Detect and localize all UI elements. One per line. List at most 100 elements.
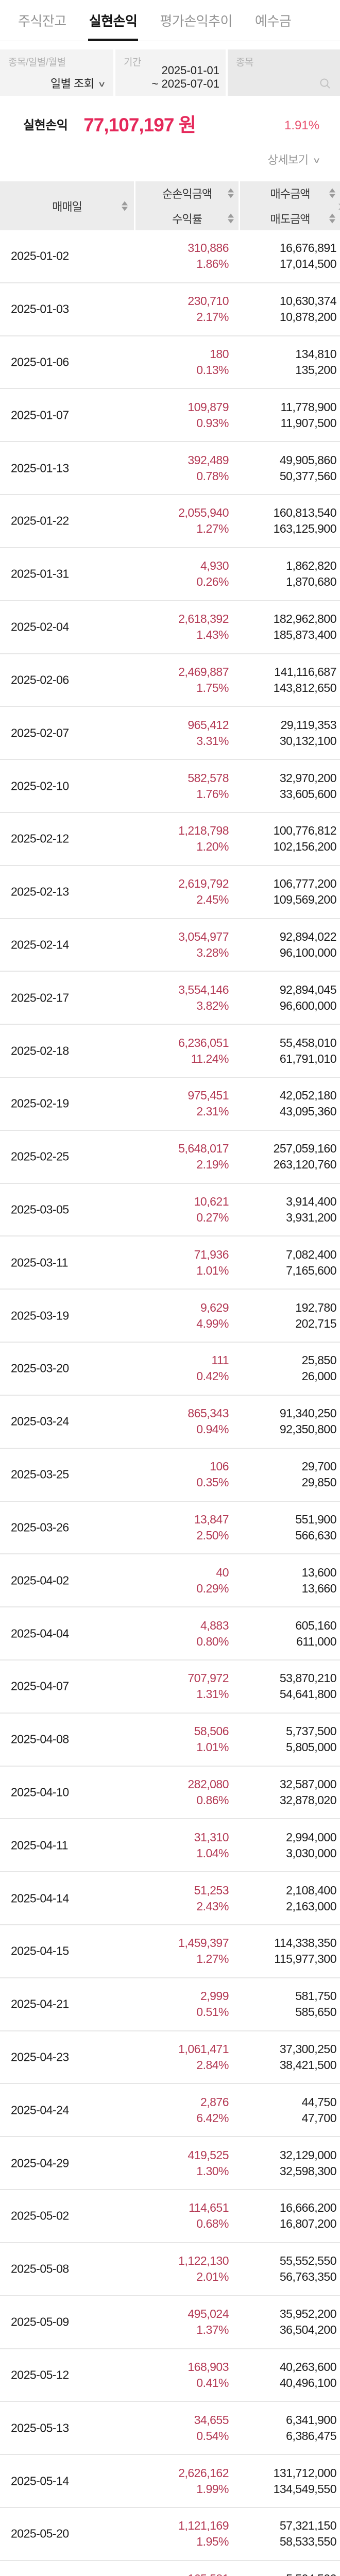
row-amount-cell: 5,737,500 5,805,000 xyxy=(286,1723,336,1755)
row-return-rate: 4.99% xyxy=(196,1316,229,1330)
row-trade-date: 2025-02-18 xyxy=(11,1044,69,1058)
row-net-profit: 34,655 xyxy=(194,2413,229,2427)
row-buy-amount: 192,780 xyxy=(295,1300,336,1314)
row-pnl-cell: 310,886 1.86% xyxy=(188,240,229,272)
row-amount-cell: 114,338,350 115,977,300 xyxy=(274,1935,336,1967)
row-return-rate: 0.86% xyxy=(196,1793,229,1807)
tab-stock-balance[interactable]: 주식잔고 xyxy=(18,13,66,29)
row-pnl-cell: 2,876 6.42% xyxy=(196,2094,229,2126)
header-trade-date[interactable]: 매매일 xyxy=(0,181,134,230)
row-buy-amount: 11,778,900 xyxy=(280,400,337,414)
header-return-rate-label: 수익률 xyxy=(172,213,202,226)
row-return-rate: 1.04% xyxy=(196,1846,229,1860)
row-return-rate: 2.19% xyxy=(196,1158,229,1172)
table-row: 2025-02-04 2,618,392 1.43% 182,962,800 1… xyxy=(0,601,340,654)
row-net-profit: 419,525 xyxy=(188,2148,229,2162)
row-return-rate: 1.43% xyxy=(196,628,229,642)
table-row: 2025-04-23 1,061,471 2.84% 37,300,250 38… xyxy=(0,2031,340,2084)
row-sell-amount: 29,850 xyxy=(301,1476,337,1489)
row-amount-cell: 605,160 611,000 xyxy=(295,1618,336,1650)
row-return-rate: 1.27% xyxy=(196,522,229,536)
summary-rate: 1.91% xyxy=(284,118,320,132)
row-trade-date: 2025-04-21 xyxy=(11,1997,69,2011)
sort-icon xyxy=(329,188,335,198)
row-return-rate: 0.51% xyxy=(196,2005,229,2019)
row-pnl-cell: 1,122,130 2.01% xyxy=(178,2253,229,2285)
row-amount-cell: 55,552,550 56,763,350 xyxy=(280,2253,337,2285)
row-trade-date: 2025-03-20 xyxy=(11,1361,69,1375)
row-pnl-cell: 31,310 1.04% xyxy=(194,1829,229,1861)
row-sell-amount: 134,549,550 xyxy=(273,2482,337,2496)
detail-toggle[interactable]: 상세보기 ∨ xyxy=(268,154,321,167)
row-sell-amount: 11,907,500 xyxy=(280,416,337,430)
row-sell-amount: 10,878,200 xyxy=(279,310,337,324)
row-sell-amount: 32,878,020 xyxy=(279,1793,337,1807)
row-net-profit: 2,469,887 xyxy=(178,665,229,679)
row-return-rate: 1.20% xyxy=(196,840,229,854)
row-pnl-cell: 2,618,392 1.43% xyxy=(178,611,229,643)
row-trade-date: 2025-03-19 xyxy=(11,1309,69,1323)
row-trade-date: 2025-01-22 xyxy=(11,514,69,528)
header-return-rate[interactable]: 수익률 xyxy=(135,207,239,230)
row-net-profit: 109,879 xyxy=(188,400,229,414)
row-buy-amount: 32,970,200 xyxy=(279,771,337,785)
row-return-rate: 1.27% xyxy=(196,1952,229,1966)
row-net-profit: 10,621 xyxy=(194,1195,229,1209)
header-net-profit-label: 순손익금액 xyxy=(162,188,212,200)
tab-pnl-trend[interactable]: 평가손익추이 xyxy=(160,13,232,29)
row-amount-cell: 44,750 47,700 xyxy=(302,2094,337,2126)
row-pnl-cell: 71,936 1.01% xyxy=(194,1247,229,1279)
row-return-rate: 0.41% xyxy=(196,2376,229,2389)
row-net-profit: 180 xyxy=(210,347,229,361)
row-pnl-cell: 106 0.35% xyxy=(196,1459,229,1490)
tab-realized-pnl[interactable]: 실현손익 xyxy=(88,0,139,41)
row-pnl-cell: 582,578 1.76% xyxy=(188,770,229,802)
row-trade-date: 2025-05-08 xyxy=(11,2262,69,2276)
row-trade-date: 2025-02-13 xyxy=(11,885,69,899)
row-pnl-cell: 10,621 0.27% xyxy=(194,1194,229,1226)
header-buy-amount[interactable]: 매수금액 xyxy=(240,181,340,205)
row-buy-amount: 55,458,010 xyxy=(279,1036,337,1049)
header-net-profit[interactable]: 순손익금액 xyxy=(135,181,239,205)
row-sell-amount: 54,641,800 xyxy=(279,1687,337,1701)
row-return-rate: 2.31% xyxy=(196,1105,229,1118)
chevron-right-icon[interactable]: › xyxy=(338,197,340,215)
view-type-label: 종목/일별/월별 xyxy=(8,57,66,68)
filter-period[interactable]: 기간 2025-01-01 ~ 2025-07-01 xyxy=(115,49,226,96)
row-buy-amount: 37,300,250 xyxy=(279,2042,337,2056)
table-row: 2025-01-07 109,879 0.93% 11,778,900 11,9… xyxy=(0,389,340,443)
row-buy-amount: 257,059,160 xyxy=(273,1142,337,1156)
table-row: 2025-04-07 707,972 1.31% 53,870,210 54,6… xyxy=(0,1660,340,1714)
table-header: 매매일 순손익금액 수익률 매수금액 매도금액 › xyxy=(0,181,340,230)
search-icon[interactable] xyxy=(319,78,331,89)
row-net-profit: 31,310 xyxy=(194,1830,229,1844)
row-net-profit: 230,710 xyxy=(188,294,229,308)
row-buy-amount: 3,914,400 xyxy=(286,1195,336,1209)
view-type-dropdown[interactable]: 일별 조회 ∨ xyxy=(50,75,106,91)
table-row: 2025-03-19 9,629 4.99% 192,780 202,715 xyxy=(0,1290,340,1343)
row-return-rate: 0.35% xyxy=(196,1476,229,1489)
filter-symbol-search[interactable]: 종목 xyxy=(228,49,340,96)
row-return-rate: 2.84% xyxy=(196,2058,229,2072)
table-row: 2025-04-11 31,310 1.04% 2,994,000 3,030,… xyxy=(0,1819,340,1873)
row-amount-cell: 57,321,150 58,533,550 xyxy=(280,2518,337,2550)
table-row: 2025-04-02 40 0.29% 13,600 13,660 xyxy=(0,1554,340,1608)
row-amount-cell: 192,780 202,715 xyxy=(295,1300,336,1332)
sort-icon xyxy=(228,213,234,224)
row-trade-date: 2025-02-04 xyxy=(11,620,69,634)
header-trade-date-label: 매매일 xyxy=(52,200,82,213)
row-net-profit: 13,847 xyxy=(194,1512,229,1526)
table-row: 2025-02-13 2,619,792 2.45% 106,777,200 1… xyxy=(0,866,340,919)
row-pnl-cell: 111 0.42% xyxy=(196,1352,229,1384)
row-trade-date: 2025-02-14 xyxy=(11,938,69,952)
row-pnl-cell: 6,236,051 11.24% xyxy=(178,1035,229,1067)
tab-deposit[interactable]: 예수금 xyxy=(254,13,292,29)
row-amount-cell: 29,700 29,850 xyxy=(301,1459,337,1490)
row-buy-amount: 160,813,540 xyxy=(273,506,337,520)
row-amount-cell: 92,894,045 96,600,000 xyxy=(280,982,337,1014)
header-sell-amount[interactable]: 매도금액 xyxy=(240,207,340,230)
row-buy-amount: 5,737,500 xyxy=(286,1724,336,1738)
row-net-profit: 965,412 xyxy=(188,718,229,732)
row-buy-amount: 141,116,687 xyxy=(274,665,336,679)
